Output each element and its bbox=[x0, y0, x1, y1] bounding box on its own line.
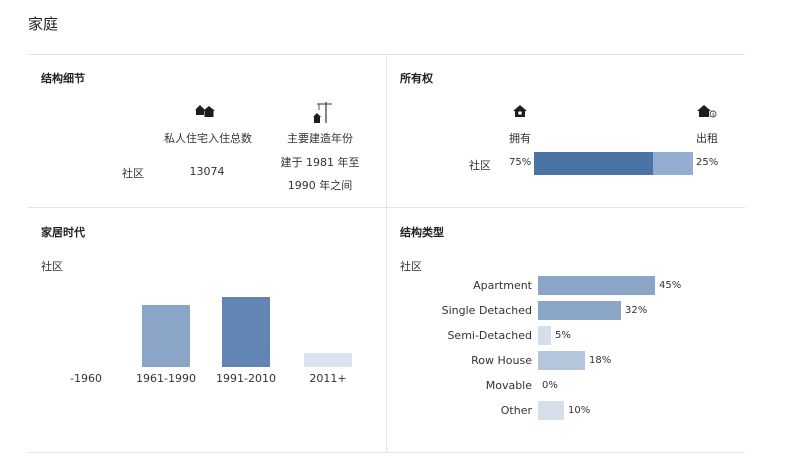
own-pct-label: 75% bbox=[509, 157, 532, 168]
structure-type-label: Apartment bbox=[473, 279, 532, 292]
structure-type-bar-apartment bbox=[538, 276, 655, 295]
structure-type-subtitle: 社区 bbox=[400, 260, 422, 273]
structure-type-bar-other bbox=[538, 401, 564, 420]
home-age-bar-1991-2010 bbox=[222, 297, 270, 367]
col2-header: 主要建造年份 bbox=[287, 132, 353, 145]
structure-type-value-label: 0% bbox=[542, 380, 558, 391]
home-age-tick-label: -1960 bbox=[70, 372, 102, 385]
home-age-title: 家居时代 bbox=[41, 226, 85, 239]
home-age-chart: -1960 1961-1990 1991-2010 2011+ bbox=[40, 270, 380, 395]
structure-type-value-label: 5% bbox=[555, 330, 571, 341]
construction-period-line1: 建于 1981 年至 bbox=[280, 156, 360, 169]
structure-type-label: Semi-Detached bbox=[447, 329, 532, 342]
home-age-tick-label: 2011+ bbox=[309, 372, 347, 385]
svg-text:$: $ bbox=[712, 112, 715, 118]
col1-header: 私人住宅入住总数 bbox=[164, 132, 252, 145]
structure-type-label: Movable bbox=[485, 379, 532, 392]
rent-bar bbox=[653, 152, 693, 175]
structure-type-bar-semi-detached bbox=[538, 326, 551, 345]
rent-label: 出租 bbox=[696, 132, 718, 145]
houses-icon bbox=[194, 103, 218, 119]
structure-type-value-label: 18% bbox=[589, 355, 612, 366]
dwellings-count: 13074 bbox=[189, 165, 225, 178]
structure-type-value-label: 32% bbox=[625, 305, 648, 316]
structure-type-chart: Apartment 45% Single Detached 32% Semi-Detac… bbox=[400, 276, 745, 431]
structure-type-label: Other bbox=[500, 404, 532, 417]
construction-period-line2: 1990 年之间 bbox=[287, 179, 353, 192]
structure-type-label: Row House bbox=[471, 354, 532, 367]
construction-crane-icon bbox=[311, 100, 333, 124]
home-age-tick-label: 1991-2010 bbox=[216, 372, 276, 385]
home-age-bar-1961-1990 bbox=[142, 305, 190, 367]
structure-type-title: 结构类型 bbox=[400, 226, 444, 239]
structure-type-bar-single-detached bbox=[538, 301, 621, 320]
page-title: 家庭 bbox=[28, 15, 59, 33]
house-dollar-icon: $ bbox=[696, 104, 718, 118]
home-age-tick-label: 1961-1990 bbox=[136, 372, 196, 385]
home-age-bar-2011+ bbox=[304, 353, 352, 367]
structure-type-label: Single Detached bbox=[441, 304, 532, 317]
divider-top bbox=[28, 54, 745, 55]
rent-pct-label: 25% bbox=[696, 157, 719, 168]
own-bar bbox=[534, 152, 653, 175]
structure-type-value-label: 45% bbox=[659, 280, 682, 291]
ownership-title: 所有权 bbox=[400, 72, 433, 85]
structure-details-title: 结构细节 bbox=[41, 72, 85, 85]
divider-vertical bbox=[386, 55, 387, 452]
row-label-community: 社区 bbox=[122, 167, 144, 180]
ownership-row-label: 社区 bbox=[469, 159, 491, 172]
home-age-subtitle: 社区 bbox=[41, 260, 63, 273]
structure-type-value-label: 10% bbox=[568, 405, 591, 416]
divider-bottom bbox=[28, 452, 745, 453]
house-key-icon bbox=[512, 104, 528, 118]
structure-type-bar-row-house bbox=[538, 351, 585, 370]
own-label: 拥有 bbox=[509, 132, 531, 145]
